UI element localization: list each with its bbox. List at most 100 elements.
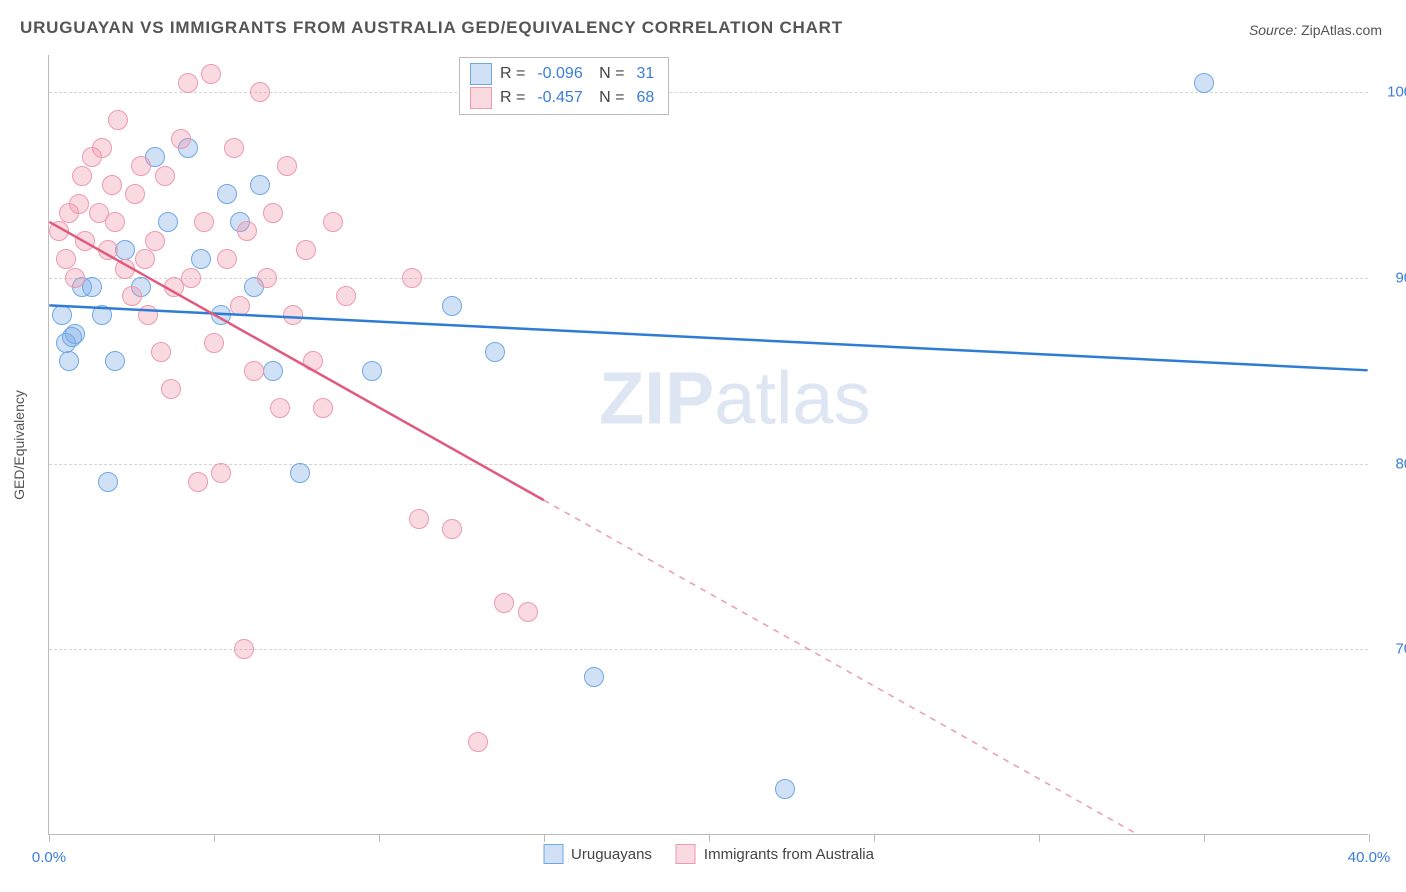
data-point	[191, 249, 211, 269]
data-point	[178, 73, 198, 93]
data-point	[138, 305, 158, 325]
data-point	[98, 472, 118, 492]
legend-series: Uruguayans Immigrants from Australia	[543, 844, 874, 864]
data-point	[217, 249, 237, 269]
data-point	[336, 286, 356, 306]
y-tick-label: 70.0%	[1395, 641, 1406, 658]
data-point	[323, 212, 343, 232]
legend-stats-row-0: R = -0.096 N = 31	[470, 62, 658, 86]
x-tick	[709, 834, 710, 842]
data-point	[158, 212, 178, 232]
data-point	[277, 156, 297, 176]
data-point	[155, 166, 175, 186]
data-point	[75, 231, 95, 251]
data-point	[303, 351, 323, 371]
data-point	[204, 333, 224, 353]
data-point	[122, 286, 142, 306]
data-point	[52, 305, 72, 325]
data-point	[442, 519, 462, 539]
watermark-atlas: atlas	[714, 356, 870, 439]
data-point	[468, 732, 488, 752]
legend-swatch-1	[470, 87, 492, 109]
data-point	[409, 509, 429, 529]
legend-item-1: Immigrants from Australia	[676, 844, 874, 864]
y-tick-label: 80.0%	[1395, 455, 1406, 472]
legend-label-1: Immigrants from Australia	[704, 846, 874, 863]
n-value-1: 68	[637, 89, 655, 107]
data-point	[115, 259, 135, 279]
x-tick	[1369, 834, 1370, 842]
data-point	[59, 351, 79, 371]
data-point	[250, 82, 270, 102]
data-point	[72, 166, 92, 186]
watermark: ZIPatlas	[599, 355, 870, 440]
x-tick	[1039, 834, 1040, 842]
data-point	[92, 305, 112, 325]
y-axis-title: GED/Equivalency	[11, 390, 27, 500]
data-point	[145, 231, 165, 251]
data-point	[125, 184, 145, 204]
data-point	[201, 64, 221, 84]
legend-label-0: Uruguayans	[571, 846, 652, 863]
data-point	[283, 305, 303, 325]
data-point	[69, 194, 89, 214]
data-point	[131, 156, 151, 176]
watermark-zip: ZIP	[599, 356, 714, 439]
r-value-0: -0.096	[537, 65, 582, 83]
data-point	[188, 472, 208, 492]
data-point	[135, 249, 155, 269]
legend-stats-box: R = -0.096 N = 31 R = -0.457 N = 68	[459, 57, 669, 115]
data-point	[56, 249, 76, 269]
y-tick-label: 90.0%	[1395, 269, 1406, 286]
data-point	[518, 602, 538, 622]
data-point	[105, 212, 125, 232]
data-point	[181, 268, 201, 288]
x-tick	[874, 834, 875, 842]
legend-stats-row-1: R = -0.457 N = 68	[470, 86, 658, 110]
data-point	[494, 593, 514, 613]
n-value-0: 31	[637, 65, 655, 83]
y-tick-label: 100.0%	[1387, 84, 1406, 101]
data-point	[102, 175, 122, 195]
data-point	[584, 667, 604, 687]
data-point	[362, 361, 382, 381]
source-value: ZipAtlas.com	[1301, 22, 1382, 38]
data-point	[485, 342, 505, 362]
x-tick-label: 0.0%	[32, 849, 66, 866]
data-point	[230, 296, 250, 316]
chart-title: URUGUAYAN VS IMMIGRANTS FROM AUSTRALIA G…	[20, 18, 843, 38]
data-point	[250, 175, 270, 195]
x-tick-label: 40.0%	[1348, 849, 1391, 866]
trend-lines-svg	[49, 55, 1368, 834]
data-point	[62, 327, 82, 347]
data-point	[151, 342, 171, 362]
data-point	[108, 110, 128, 130]
data-point	[65, 268, 85, 288]
gridline-h	[49, 464, 1368, 465]
source-credit: Source: ZipAtlas.com	[1249, 22, 1382, 38]
data-point	[49, 221, 69, 241]
x-tick	[49, 834, 50, 842]
legend-bottom-swatch-1	[676, 844, 696, 864]
r-value-1: -0.457	[537, 89, 582, 107]
data-point	[217, 184, 237, 204]
data-point	[244, 361, 264, 381]
data-point	[290, 463, 310, 483]
gridline-h	[49, 92, 1368, 93]
x-tick	[214, 834, 215, 842]
data-point	[263, 361, 283, 381]
data-point	[257, 268, 277, 288]
data-point	[161, 379, 181, 399]
source-label: Source:	[1249, 22, 1297, 38]
data-point	[171, 129, 191, 149]
data-point	[105, 351, 125, 371]
data-point	[98, 240, 118, 260]
chart-plot-area: GED/Equivalency ZIPatlas R = -0.096 N = …	[48, 55, 1368, 835]
data-point	[211, 463, 231, 483]
legend-swatch-0	[470, 63, 492, 85]
data-point	[270, 398, 290, 418]
data-point	[211, 305, 231, 325]
data-point	[442, 296, 462, 316]
legend-bottom-swatch-0	[543, 844, 563, 864]
data-point	[296, 240, 316, 260]
